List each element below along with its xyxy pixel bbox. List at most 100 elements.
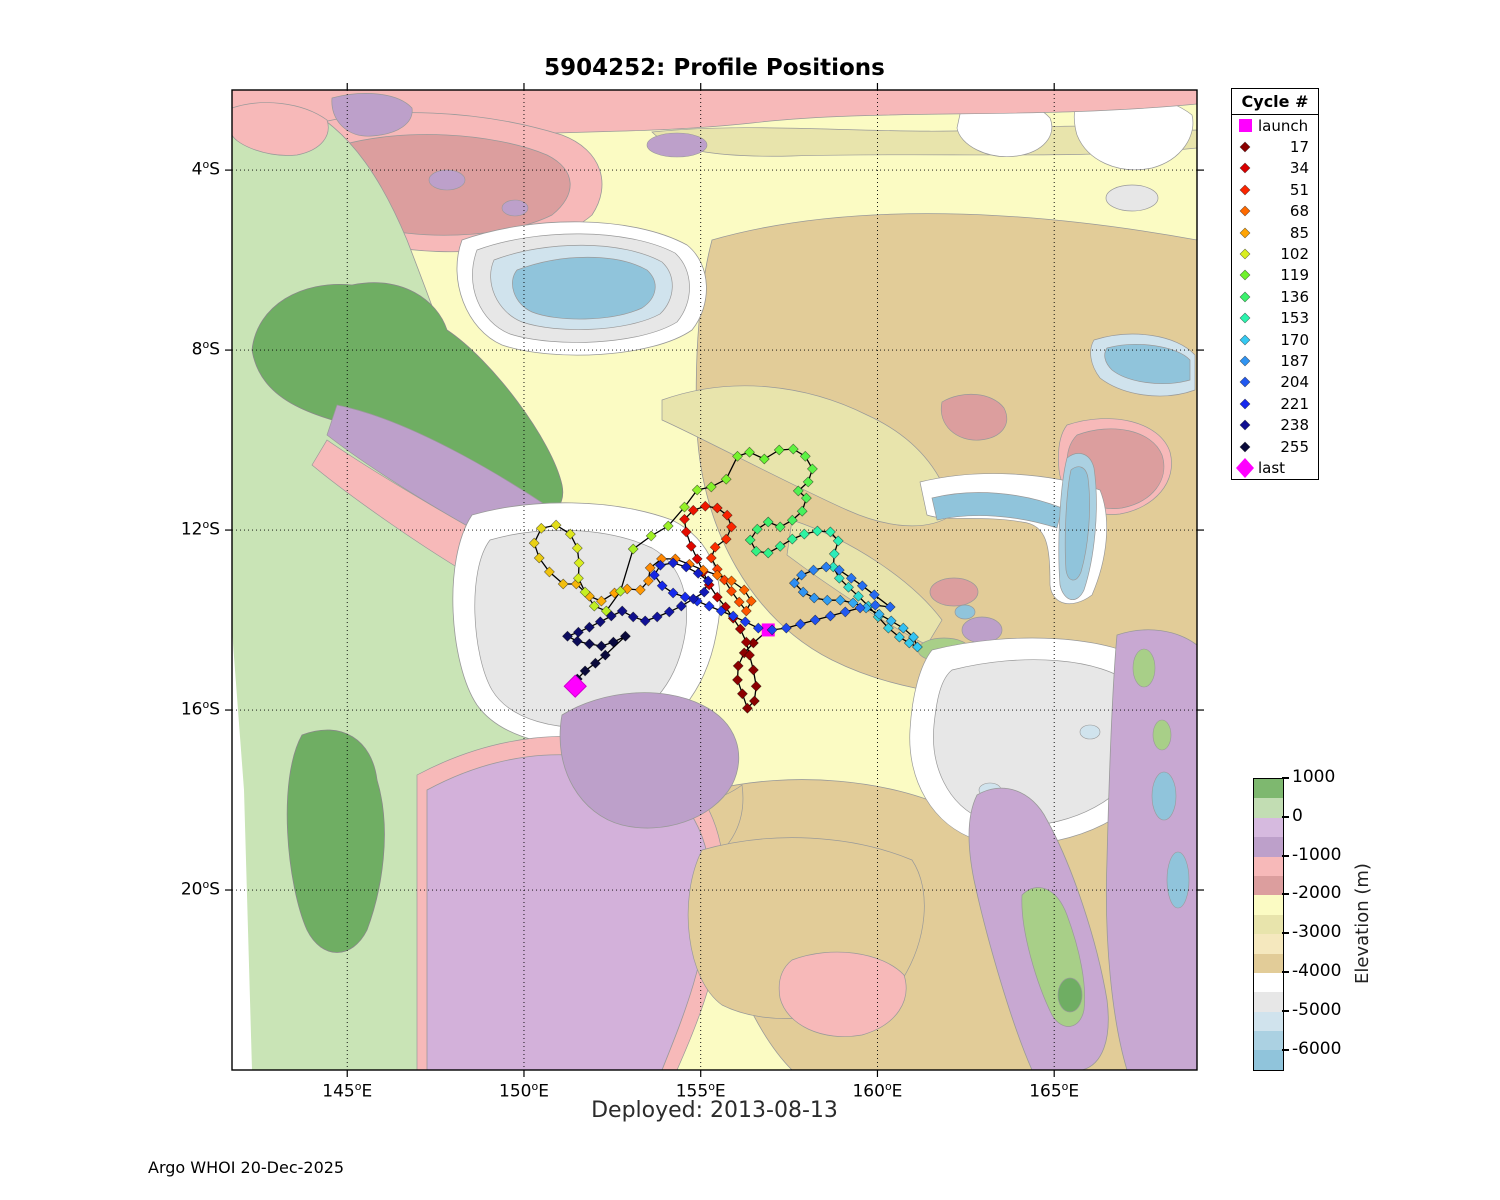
- legend-item-label: 85: [1289, 223, 1309, 242]
- profile-marker: [774, 521, 786, 533]
- legend-item: 85: [1232, 222, 1318, 243]
- profile-marker: [533, 552, 545, 564]
- profile-marker: [780, 622, 792, 634]
- colorbar-tick-label: -2000: [1292, 883, 1342, 904]
- profile-marker: [607, 636, 619, 648]
- colorbar-tick: [1282, 777, 1289, 779]
- profile-marker: [634, 584, 646, 596]
- axis-ticks: [225, 83, 1204, 1077]
- last-marker: [563, 674, 587, 698]
- legend-item: 187: [1232, 350, 1318, 371]
- profile-marker: [535, 522, 547, 534]
- profile-marker: [847, 597, 859, 609]
- profile-marker: [786, 533, 798, 545]
- map-area: [224, 82, 1205, 1078]
- profile-marker: [856, 580, 868, 592]
- profile-marker: [594, 616, 606, 628]
- y-tick-label: 20oS: [180, 878, 220, 900]
- cycle-swatch-icon: [1232, 226, 1258, 240]
- map-frame: [231, 89, 1198, 1071]
- colorbar-tick: [1282, 854, 1289, 857]
- profile-marker: [811, 525, 823, 537]
- trajectory-path: [533, 448, 919, 710]
- legend-item: 170: [1232, 329, 1318, 350]
- legend-item-label: 51: [1289, 180, 1309, 199]
- profile-marker: [897, 622, 909, 634]
- bathymetry-background: [232, 90, 1197, 1070]
- profile-marker: [702, 575, 714, 587]
- profile-marker: [726, 521, 737, 533]
- launch-swatch-icon: [1232, 119, 1258, 133]
- profile-marker: [739, 616, 751, 628]
- legend-item: 102: [1232, 243, 1318, 264]
- profile-marker: [599, 649, 611, 661]
- cycle-swatch-icon: [1232, 290, 1258, 304]
- profile-marker: [654, 559, 666, 571]
- y-tick-label: 4oS: [191, 158, 220, 180]
- profile-marker: [691, 553, 703, 565]
- cycle-swatch-icon: [1232, 375, 1258, 389]
- cycle-swatch-icon: [1232, 140, 1258, 154]
- colorbar-tick-label: 1000: [1292, 767, 1336, 787]
- profile-marker: [893, 631, 905, 643]
- colorbar-tick: [1282, 815, 1289, 818]
- profile-marker: [762, 516, 774, 528]
- graticule: [232, 90, 1197, 1070]
- profile-marker: [796, 505, 808, 517]
- profile-marker: [741, 702, 753, 714]
- profile-marker: [792, 485, 804, 497]
- profile-marker: [843, 581, 854, 593]
- profile-marker: [833, 572, 845, 584]
- profile-marker: [806, 463, 818, 475]
- profile-marker: [824, 526, 836, 538]
- profile-marker: [839, 606, 851, 618]
- profile-marker: [687, 593, 699, 605]
- colorbar-tick-label: -3000: [1292, 922, 1342, 943]
- profile-marker: [758, 453, 770, 465]
- y-tick-label: 8oS: [191, 338, 220, 360]
- profile-marker: [644, 562, 656, 574]
- profile-marker: [715, 605, 727, 617]
- profile-marker: [651, 611, 663, 623]
- profile-marker: [639, 615, 651, 627]
- colorbar-band: [1254, 817, 1283, 838]
- profile-marker: [828, 548, 840, 560]
- profile-marker: [679, 513, 690, 525]
- profile-marker: [797, 586, 809, 598]
- legend-item: 136: [1232, 286, 1318, 307]
- profile-marker: [571, 635, 583, 647]
- page-title: 5904252: Profile Positions: [544, 55, 885, 81]
- profile-marker: [583, 621, 595, 633]
- profile-marker: [645, 530, 657, 542]
- profile-marker: [833, 564, 845, 576]
- colorbar-band: [1254, 779, 1283, 799]
- profile-marker: [799, 450, 811, 462]
- colorbar-tick-label: -6000: [1292, 1038, 1342, 1059]
- legend-item: 119: [1232, 265, 1318, 286]
- profile-marker: [873, 608, 885, 620]
- profile-marker: [733, 596, 745, 608]
- profile-marker: [740, 636, 752, 648]
- profile-marker: [736, 688, 748, 700]
- profile-marker: [616, 605, 628, 617]
- cycle-swatch-icon: [1232, 161, 1258, 175]
- colorbar-tick: [1282, 971, 1289, 973]
- profile-marker: [752, 622, 764, 634]
- colorbar-tick: [1282, 893, 1289, 896]
- legend-item-label: last: [1258, 458, 1286, 477]
- profile-marker: [832, 535, 844, 547]
- cycle-legend: Cycle # launch 17 34 51 68 85 102 119 136 153 170 1…: [1231, 88, 1319, 480]
- legend-item-label: 68: [1289, 202, 1309, 221]
- cycle-swatch-icon: [1232, 354, 1258, 368]
- trajectory-layer: [528, 443, 923, 714]
- profile-marker: [720, 533, 732, 545]
- cycle-swatch-icon: [1232, 333, 1258, 347]
- cycle-swatch-icon: [1232, 311, 1258, 325]
- colorbar-tick: [1282, 932, 1289, 935]
- cycle-swatch-icon: [1232, 397, 1258, 411]
- colorbar-band: [1254, 875, 1283, 896]
- profile-marker: [720, 473, 732, 485]
- profile-marker: [787, 443, 799, 455]
- profile-marker: [908, 631, 919, 643]
- profile-marker: [543, 566, 555, 578]
